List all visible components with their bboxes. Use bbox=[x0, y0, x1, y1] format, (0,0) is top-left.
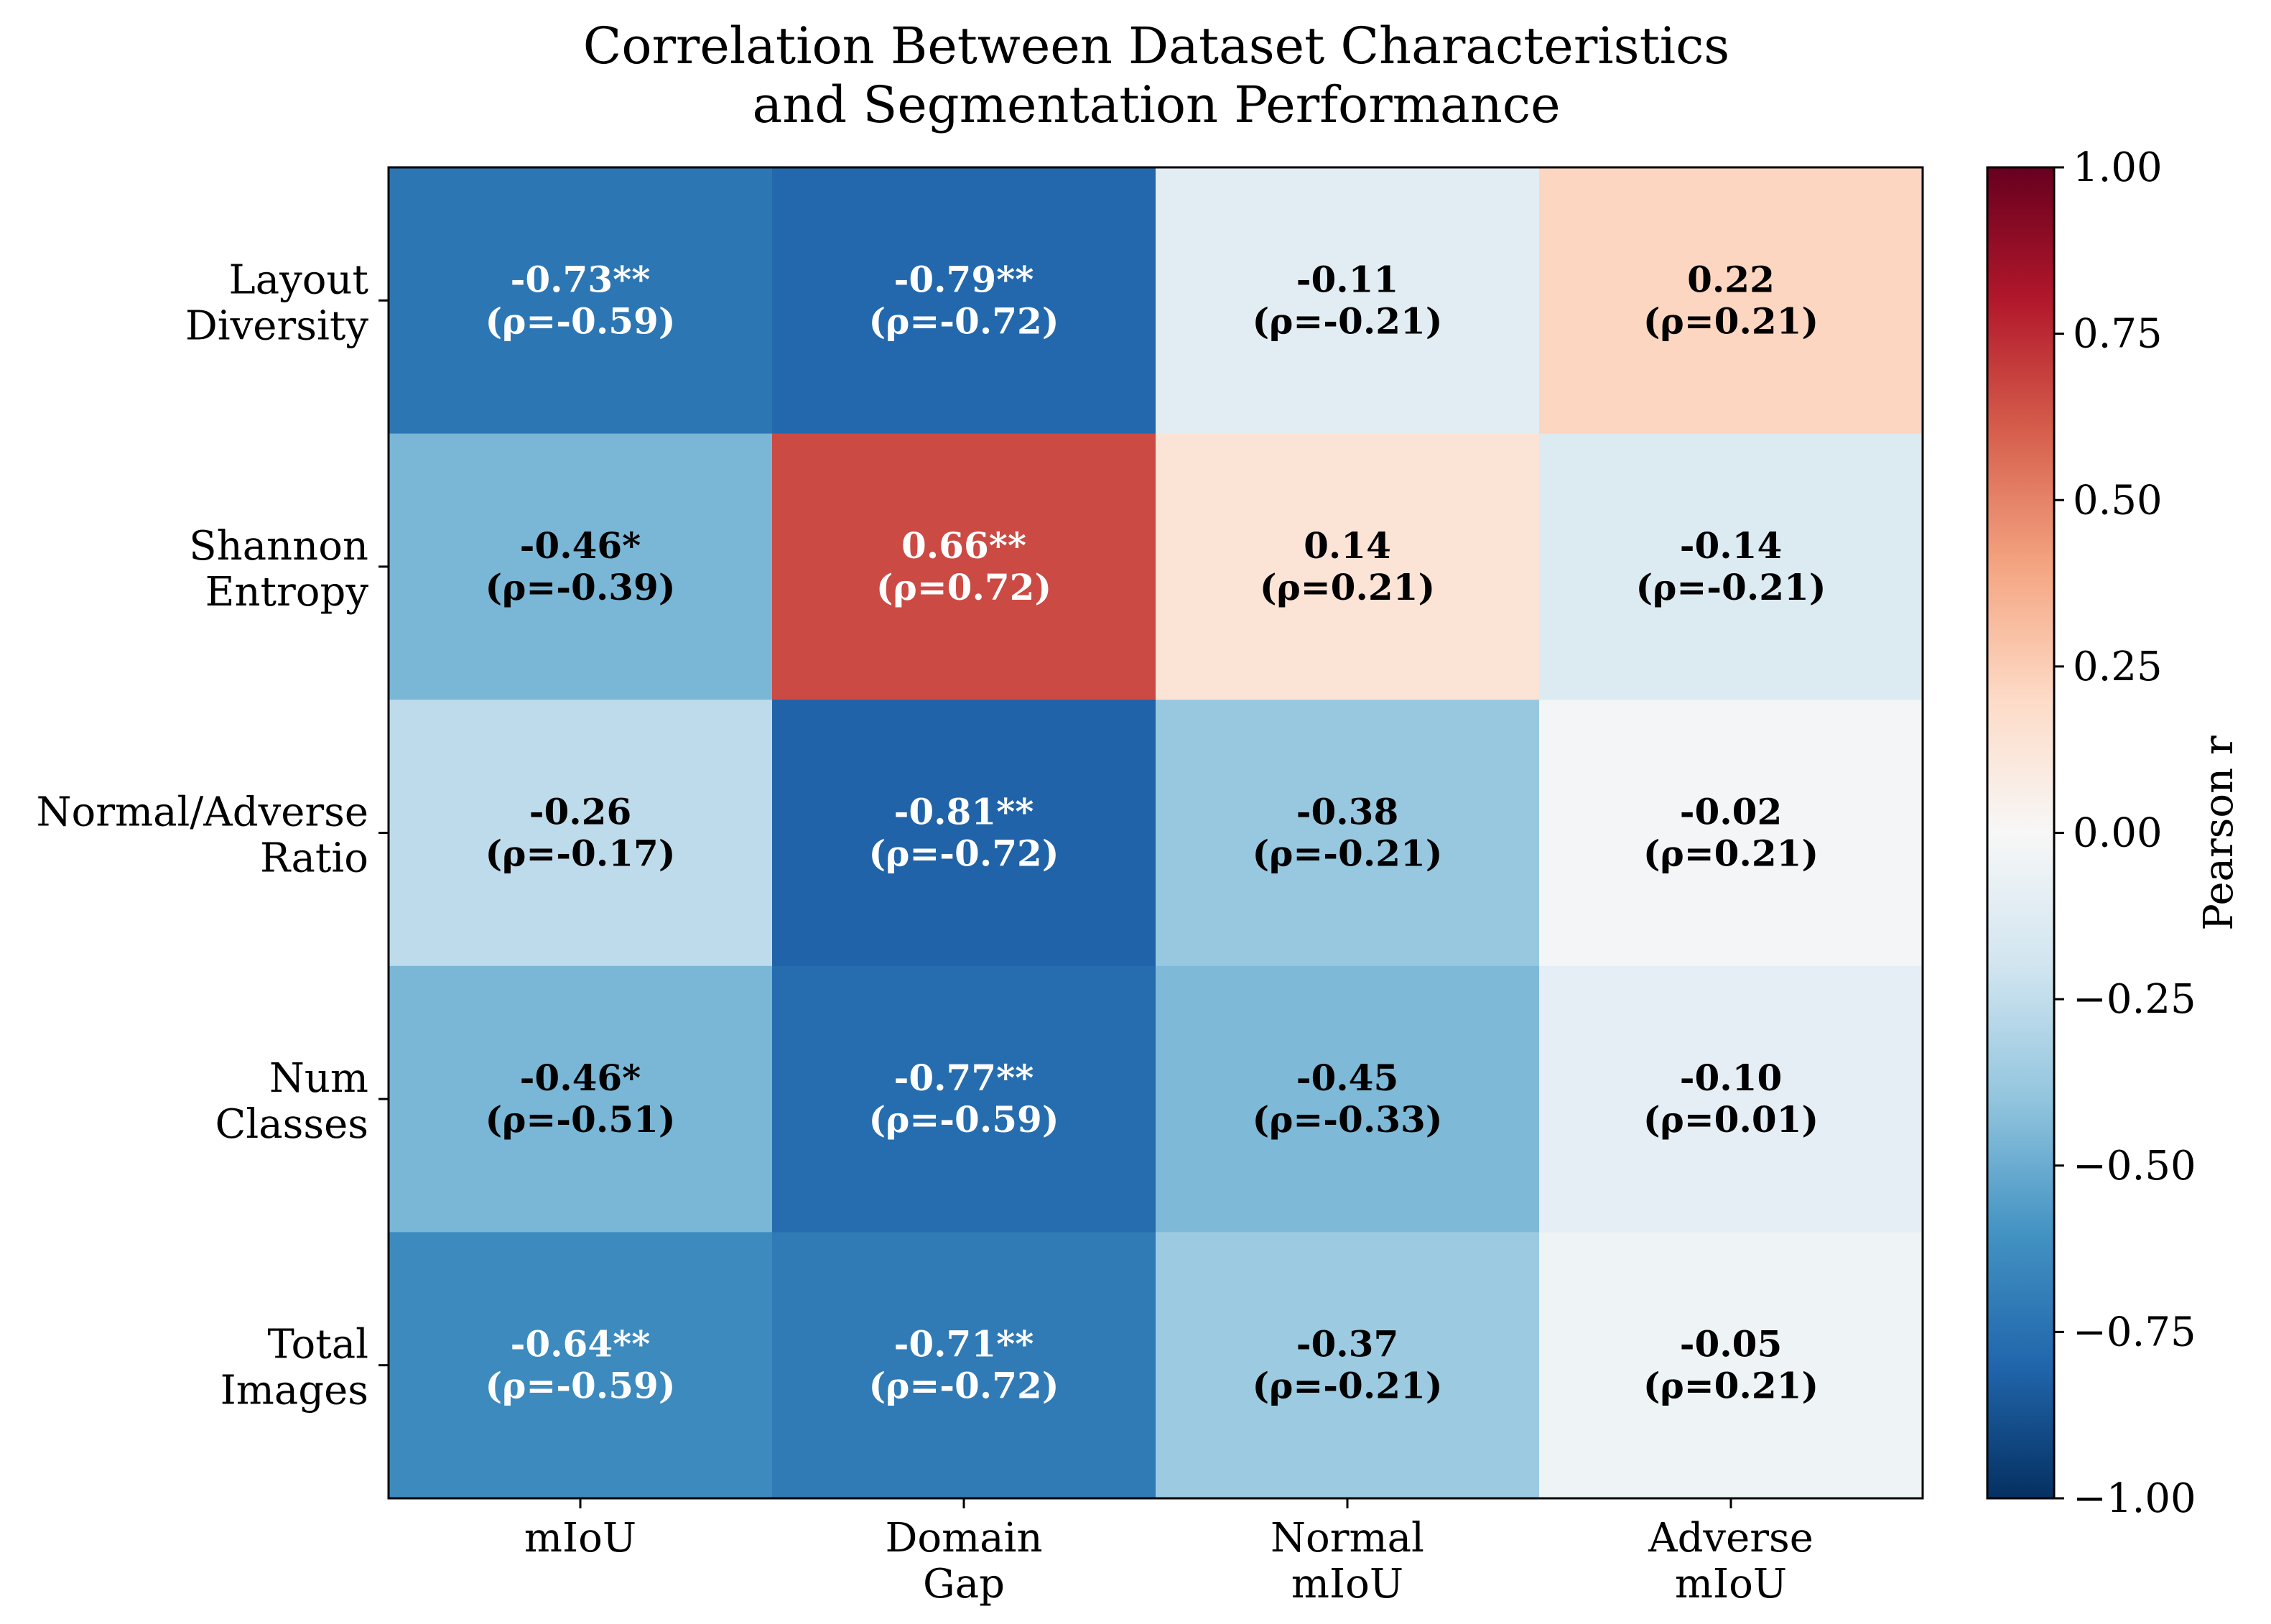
heatmap-cell bbox=[1539, 1232, 1923, 1499]
cell-value-label: -0.37 bbox=[1296, 1323, 1399, 1365]
cell-value-label: -0.71** bbox=[894, 1323, 1034, 1365]
cell-value-label: -0.38 bbox=[1296, 791, 1399, 833]
cell-rho-label: (ρ=-0.17) bbox=[486, 832, 676, 875]
cell-value-label: -0.46* bbox=[520, 524, 641, 567]
colorbar-ticks: 1.00 0.75 0.50 0.25 0.00 −0.25 −0.50 −0.75 −1.00 bbox=[2054, 144, 2196, 1522]
heatmap-cell bbox=[772, 965, 1156, 1233]
cell-rho-label: (ρ=-0.21) bbox=[1636, 566, 1826, 608]
heatmap-cell bbox=[1539, 965, 1923, 1233]
colorbar-tick-label: 0.50 bbox=[2073, 477, 2163, 524]
column-label: Domain bbox=[885, 1515, 1042, 1562]
colorbar-tick-label: −0.75 bbox=[2073, 1309, 2196, 1355]
cell-value-label: -0.45 bbox=[1296, 1057, 1399, 1099]
colorbar-tick-label: 0.00 bbox=[2073, 810, 2163, 857]
heatmap-cell bbox=[1539, 700, 1923, 967]
colorbar-label: Pearson r bbox=[2196, 736, 2242, 931]
cell-rho-label: (ρ=-0.59) bbox=[486, 300, 676, 342]
heatmap-cell bbox=[772, 1232, 1156, 1499]
chart-title-line-1: Correlation Between Dataset Characterist… bbox=[583, 17, 1729, 75]
heatmap-cell bbox=[389, 167, 773, 435]
cell-rho-label: (ρ=-0.59) bbox=[869, 1098, 1059, 1141]
row-label: Ratio bbox=[260, 835, 368, 882]
row-label: Diversity bbox=[185, 302, 369, 349]
row-label: Layout bbox=[229, 256, 369, 303]
heatmap-cell bbox=[389, 1232, 773, 1499]
row-label: Classes bbox=[215, 1101, 369, 1148]
column-label: Gap bbox=[923, 1561, 1005, 1607]
heatmap-cell bbox=[389, 700, 773, 967]
heatmap-cell bbox=[772, 167, 1156, 435]
cell-value-label: 0.14 bbox=[1304, 524, 1391, 567]
heatmap-cell bbox=[1156, 1232, 1540, 1499]
cell-value-label: -0.05 bbox=[1680, 1323, 1783, 1365]
heatmap-cell bbox=[772, 433, 1156, 700]
colorbar-tick-label: 0.75 bbox=[2073, 311, 2163, 358]
cell-rho-label: (ρ=0.72) bbox=[876, 566, 1051, 608]
cell-rho-label: (ρ=-0.21) bbox=[1253, 300, 1443, 342]
colorbar-tick-label: 0.25 bbox=[2073, 644, 2163, 690]
column-label: mIoU bbox=[1291, 1561, 1403, 1607]
cell-value-label: -0.73** bbox=[511, 258, 651, 300]
chart-title-line-2: and Segmentation Performance bbox=[753, 75, 1561, 134]
row-label: Total bbox=[267, 1322, 368, 1368]
cell-value-label: 0.22 bbox=[1687, 258, 1775, 300]
cell-rho-label: (ρ=0.21) bbox=[1643, 300, 1819, 342]
heatmap-cell-labels: -0.73**(ρ=-0.59)-0.79**(ρ=-0.72)-0.11(ρ=… bbox=[486, 258, 1826, 1406]
row-label: Entropy bbox=[205, 569, 369, 616]
cell-value-label: -0.64** bbox=[511, 1323, 651, 1365]
cell-rho-label: (ρ=-0.72) bbox=[869, 1365, 1059, 1407]
heatmap-cells bbox=[389, 167, 1923, 1499]
heatmap-cell bbox=[1156, 965, 1540, 1233]
cell-value-label: -0.14 bbox=[1680, 524, 1783, 567]
column-label: mIoU bbox=[524, 1515, 636, 1562]
cell-rho-label: (ρ=-0.33) bbox=[1253, 1098, 1443, 1141]
colorbar-tick-label: −0.50 bbox=[2073, 1143, 2196, 1189]
row-label: Shannon bbox=[189, 523, 368, 570]
cell-value-label: 0.66** bbox=[901, 524, 1026, 567]
cell-rho-label: (ρ=-0.72) bbox=[869, 300, 1059, 342]
heatmap-cell bbox=[772, 700, 1156, 967]
cell-value-label: -0.79** bbox=[894, 258, 1034, 300]
cell-value-label: -0.46* bbox=[520, 1057, 641, 1099]
colorbar-tick-label: 1.00 bbox=[2073, 144, 2163, 191]
cell-rho-label: (ρ=-0.21) bbox=[1253, 1365, 1443, 1407]
heatmap-cell bbox=[1156, 167, 1540, 435]
heatmap-cell bbox=[1539, 167, 1923, 435]
cell-rho-label: (ρ=-0.72) bbox=[869, 832, 1059, 875]
cell-value-label: -0.11 bbox=[1296, 258, 1399, 300]
column-label: mIoU bbox=[1675, 1561, 1787, 1607]
cell-rho-label: (ρ=-0.51) bbox=[486, 1098, 676, 1141]
cell-rho-label: (ρ=0.21) bbox=[1643, 1365, 1819, 1407]
column-label: Adverse bbox=[1648, 1515, 1813, 1562]
cell-value-label: -0.77** bbox=[894, 1057, 1034, 1099]
cell-value-label: -0.26 bbox=[529, 791, 632, 833]
row-label: Images bbox=[220, 1368, 368, 1414]
cell-value-label: -0.02 bbox=[1680, 791, 1783, 833]
heatmap-cell bbox=[389, 433, 773, 700]
cell-value-label: -0.81** bbox=[894, 791, 1034, 833]
cell-rho-label: (ρ=0.01) bbox=[1643, 1098, 1819, 1141]
column-label: Normal bbox=[1271, 1515, 1424, 1562]
heatmap-cell bbox=[389, 965, 773, 1233]
heatmap-cell bbox=[1156, 700, 1540, 967]
cell-rho-label: (ρ=0.21) bbox=[1643, 832, 1819, 875]
colorbar bbox=[1986, 166, 2056, 1500]
cell-rho-label: (ρ=-0.59) bbox=[486, 1365, 676, 1407]
colorbar-tick-label: −1.00 bbox=[2073, 1475, 2196, 1522]
cell-rho-label: (ρ=-0.21) bbox=[1253, 832, 1443, 875]
cell-rho-label: (ρ=0.21) bbox=[1260, 566, 1435, 608]
colorbar-tick-label: −0.25 bbox=[2073, 976, 2196, 1023]
cell-value-label: -0.10 bbox=[1680, 1057, 1783, 1099]
cell-rho-label: (ρ=-0.39) bbox=[486, 566, 676, 608]
row-label: Num bbox=[269, 1055, 368, 1102]
row-label: Normal/Adverse bbox=[37, 789, 368, 836]
heatmap-cell bbox=[1156, 433, 1540, 700]
heatmap-cell bbox=[1539, 433, 1923, 700]
